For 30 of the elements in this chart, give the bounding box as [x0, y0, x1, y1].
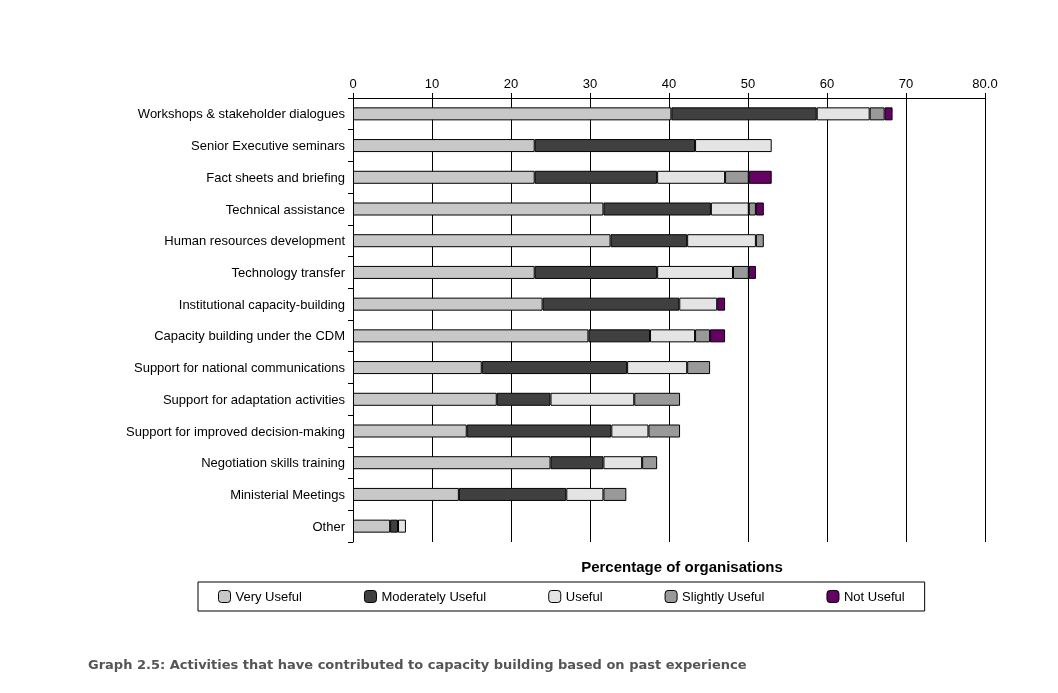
y-tick-label: Ministerial Meetings [230, 486, 346, 502]
y-tick-label: Human resources development [164, 233, 346, 249]
y-tick-label: Fact sheets and briefing [206, 169, 345, 185]
legend-label: Very Useful [235, 589, 303, 604]
y-tick-label: Capacity building under the CDM [154, 328, 345, 344]
y-tick-label: Support for improved decision-making [126, 423, 345, 439]
x-tick-label: 40 [661, 76, 677, 91]
y-tick-label: Technology transfer [231, 264, 346, 280]
y-tick-label: Support for national communications [133, 360, 346, 376]
y-tick-label: Institutional capacity-building [178, 296, 345, 312]
x-tick-label: 50 [740, 76, 756, 91]
x-tick-label: 60 [819, 76, 835, 91]
y-tick-label: Negotiation skills training [201, 455, 345, 471]
caption: Graph 2.5: Activities that have contributed to capacity building based on past experience [88, 657, 747, 672]
y-tick-label: Workshops & stakeholder dialogues [137, 106, 346, 122]
x-tick-label: 20 [503, 76, 519, 91]
legend-label: Useful [565, 589, 603, 604]
y-tick-label: Other [312, 518, 346, 534]
x-tick-label: 0 [349, 76, 357, 91]
x-tick-label: 10 [424, 76, 440, 91]
legend-label: Not Useful [843, 589, 905, 604]
legend-label: Moderately Useful [381, 589, 487, 604]
x-tick-label: 30 [582, 76, 598, 91]
x-axis-title: Percentage of organisations [581, 558, 783, 575]
y-tick-label: Support for adaptation activities [162, 391, 346, 407]
y-tick-label: Senior Executive seminars [191, 138, 346, 154]
x-tick-label: 80.0 [972, 76, 998, 91]
y-tick-label: Technical assistance [225, 201, 345, 217]
x-tick-label: 70 [898, 76, 914, 91]
legend-label: Slightly Useful [682, 589, 765, 604]
